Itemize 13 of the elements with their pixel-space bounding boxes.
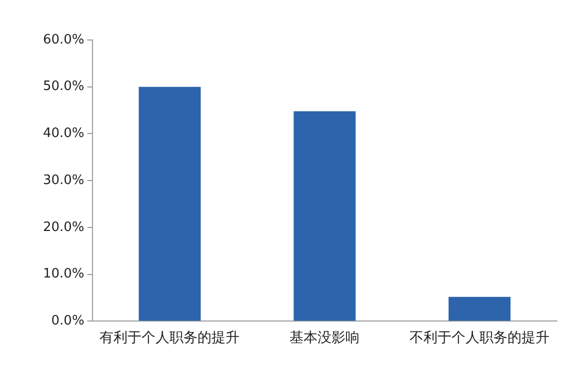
x-tick-label: 基本没影响 [290, 330, 360, 346]
y-tick-label: 20.0% [42, 220, 84, 235]
x-tick-label: 不利于个人职务的提升 [410, 330, 550, 346]
bar [294, 111, 356, 321]
y-tick-label: 40.0% [42, 126, 84, 142]
y-tick-label: 50.0% [42, 79, 84, 94]
y-tick-label: 30.0% [42, 172, 84, 188]
bar [448, 296, 511, 321]
y-tick-label: 10.0% [42, 266, 84, 282]
y-tick-label: 0.0% [51, 314, 84, 329]
y-tick-label: 60.0% [42, 32, 84, 48]
x-tick-label: 有利于个人职务的提升 [100, 330, 240, 346]
bar [138, 86, 201, 321]
